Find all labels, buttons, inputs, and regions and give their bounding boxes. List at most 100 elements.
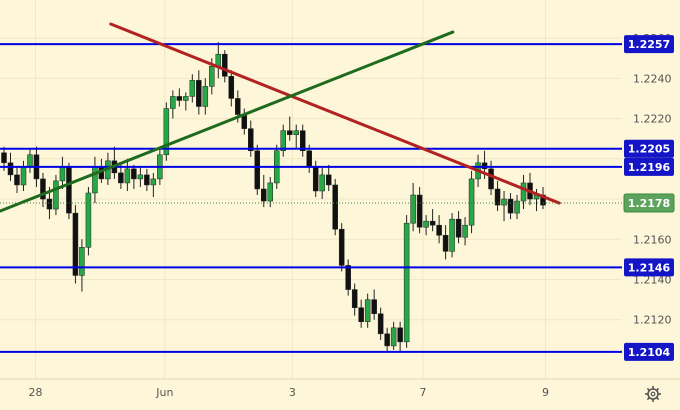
candle-body <box>215 53 222 67</box>
candle-body <box>436 224 442 236</box>
price-badges: 1.2257 1.2205 1.2196 1.2146 1.2104 1.2178 <box>623 35 675 361</box>
candle-body <box>27 154 33 168</box>
candle-body <box>53 180 59 210</box>
candle-body <box>397 327 403 343</box>
x-tick-label: 7 <box>419 386 426 399</box>
candle-body <box>286 130 293 135</box>
y-tick-label: 1.2160 <box>633 233 672 246</box>
candle-body <box>351 289 358 308</box>
candle-body <box>455 218 462 238</box>
candle-body <box>118 172 124 184</box>
time-axis[interactable] <box>0 379 622 410</box>
horizontal-levels[interactable] <box>0 43 623 353</box>
candle-body <box>131 168 137 180</box>
candle-body <box>46 198 53 210</box>
candle-body <box>85 192 92 248</box>
candle-body <box>520 182 527 202</box>
level-badge-label: 1.2104 <box>628 346 671 359</box>
candle-body <box>423 220 429 228</box>
trendline[interactable] <box>109 22 561 205</box>
current-price-label: 1.2178 <box>628 197 670 210</box>
level-badge-label: 1.2257 <box>628 38 670 51</box>
candle-body <box>222 53 228 77</box>
candle-body <box>462 224 468 238</box>
candle-body <box>507 198 514 214</box>
candle-body <box>481 162 488 170</box>
candle-body <box>66 166 72 214</box>
candle-body <box>137 174 144 180</box>
candles <box>1 42 546 352</box>
candle-body <box>280 130 286 152</box>
candle-body <box>449 218 455 252</box>
candle-body <box>267 182 274 202</box>
candle-body <box>371 299 377 314</box>
candle-body <box>338 228 345 266</box>
candle-body <box>261 188 267 202</box>
level-badge <box>624 342 674 361</box>
level-badge <box>624 258 674 277</box>
x-tick-label: 9 <box>542 386 549 399</box>
time-axis-ticks: 28 Jun 3 7 9 <box>28 386 549 399</box>
level-badge-label: 1.2146 <box>628 261 671 274</box>
candle-body <box>14 174 20 186</box>
y-tick-label: 1.2140 <box>633 274 672 287</box>
y-tick-label: 1.2240 <box>633 72 672 85</box>
candle-body <box>384 333 390 347</box>
candle-body <box>235 98 241 115</box>
candle-body <box>442 234 449 252</box>
candle-body <box>416 194 423 228</box>
candle-body <box>501 198 507 206</box>
candle-body <box>254 150 261 190</box>
trendline[interactable] <box>0 30 455 213</box>
candle-body <box>92 166 98 194</box>
candle-body <box>189 80 196 97</box>
candle-body <box>72 212 79 276</box>
x-tick-label: 3 <box>289 386 296 399</box>
candle-body <box>306 150 312 168</box>
candle-body <box>345 265 351 290</box>
candle-body <box>358 307 364 323</box>
candle-body <box>312 166 319 192</box>
level-badge <box>624 139 674 158</box>
candle-body <box>170 96 176 109</box>
candle-body <box>183 96 189 101</box>
candle-body <box>325 174 332 186</box>
candle-body <box>429 220 436 226</box>
current-price-badge <box>623 193 675 213</box>
level-badge-label: 1.2196 <box>628 161 671 174</box>
x-tick-label: 28 <box>28 386 42 399</box>
candle-body <box>293 130 299 135</box>
level-badge-label: 1.2205 <box>628 143 670 156</box>
y-tick-label: 1.2220 <box>633 113 672 126</box>
candle-body <box>124 168 131 184</box>
settings-gear-icon[interactable] <box>645 386 661 402</box>
level-badge <box>624 35 674 54</box>
candle-body <box>488 168 494 190</box>
candle-body <box>319 174 325 192</box>
y-tick-label: 1.2120 <box>633 314 672 327</box>
candle-body <box>7 162 14 176</box>
candle-body <box>494 188 501 206</box>
candle-body <box>144 174 150 186</box>
candle-body <box>202 86 209 107</box>
candle-body <box>228 76 235 99</box>
candle-body <box>196 80 202 107</box>
candle-body <box>176 96 183 101</box>
candle-body <box>79 247 85 276</box>
candle-body <box>1 152 7 164</box>
candle-body <box>410 194 416 224</box>
trendlines[interactable] <box>0 22 561 213</box>
candle-body <box>403 222 410 343</box>
candle-body <box>390 327 397 347</box>
candle-body <box>40 178 46 200</box>
x-tick-label: Jun <box>155 386 173 399</box>
candle-body <box>150 178 157 186</box>
candle-body <box>209 66 215 87</box>
level-badge <box>624 157 674 176</box>
candle-body <box>364 299 371 323</box>
candle-body <box>332 184 338 230</box>
candle-body <box>248 128 254 152</box>
